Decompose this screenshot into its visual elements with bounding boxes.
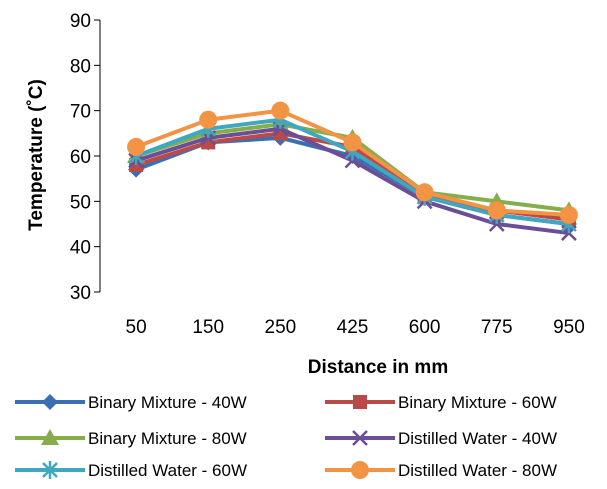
data-point	[343, 133, 362, 152]
data-point	[415, 183, 434, 202]
legend-label: Binary Mixture - 40W	[88, 393, 247, 412]
axes-layer: 30 40 50 60 70 80 90 50 150 250 425 600 775 950	[70, 11, 585, 338]
x-tick-label: 600	[409, 317, 441, 338]
x-axis-title: Distance in mm	[308, 357, 448, 378]
legend-item: Distilled Water - 40W	[325, 429, 557, 448]
data-point	[199, 110, 218, 129]
legend-swatch-marker	[42, 394, 58, 410]
series-layer	[127, 101, 578, 241]
y-axis-title: Temperature (˚C)	[26, 79, 47, 231]
legend-swatch-marker	[352, 430, 368, 446]
y-tick-label: 60	[70, 147, 91, 168]
data-point	[559, 205, 578, 224]
legend-item: Binary Mixture - 80W	[15, 429, 247, 448]
legend-swatch-marker	[41, 429, 59, 445]
legend-label: Binary Mixture - 60W	[398, 393, 557, 412]
legend-label: Distilled Water - 40W	[398, 429, 557, 448]
legend-label: Distilled Water - 80W	[398, 461, 557, 480]
legend-label: Distilled Water - 60W	[88, 461, 247, 480]
legend-swatch-marker	[353, 395, 367, 409]
data-point	[487, 201, 506, 220]
y-tick-label: 50	[70, 192, 91, 213]
x-tick-label: 950	[553, 317, 585, 338]
legend-swatch-marker	[42, 461, 58, 479]
legend-item: Distilled Water - 60W	[15, 461, 247, 480]
series-3	[127, 115, 578, 218]
series-6	[127, 101, 578, 224]
legend-item: Binary Mixture - 60W	[325, 393, 557, 412]
legend: Binary Mixture - 40W Binary Mixture - 60W…	[15, 393, 557, 480]
x-tick-label: 425	[337, 317, 369, 338]
x-tick-label: 250	[265, 317, 297, 338]
y-tick-label: 80	[70, 56, 91, 77]
legend-item: Distilled Water - 80W	[325, 461, 557, 480]
y-tick-label: 40	[70, 238, 91, 259]
x-tick-label: 50	[126, 317, 147, 338]
legend-item: Binary Mixture - 40W	[15, 393, 247, 412]
x-tick-label: 150	[192, 317, 224, 338]
y-tick-label: 90	[70, 11, 91, 32]
y-tick-label: 30	[70, 283, 91, 304]
x-tick-label: 775	[481, 317, 513, 338]
legend-swatch-marker	[351, 461, 369, 479]
legend-label: Binary Mixture - 80W	[88, 429, 247, 448]
data-point	[271, 101, 290, 120]
data-point	[127, 137, 146, 156]
y-tick-label: 70	[70, 102, 91, 123]
